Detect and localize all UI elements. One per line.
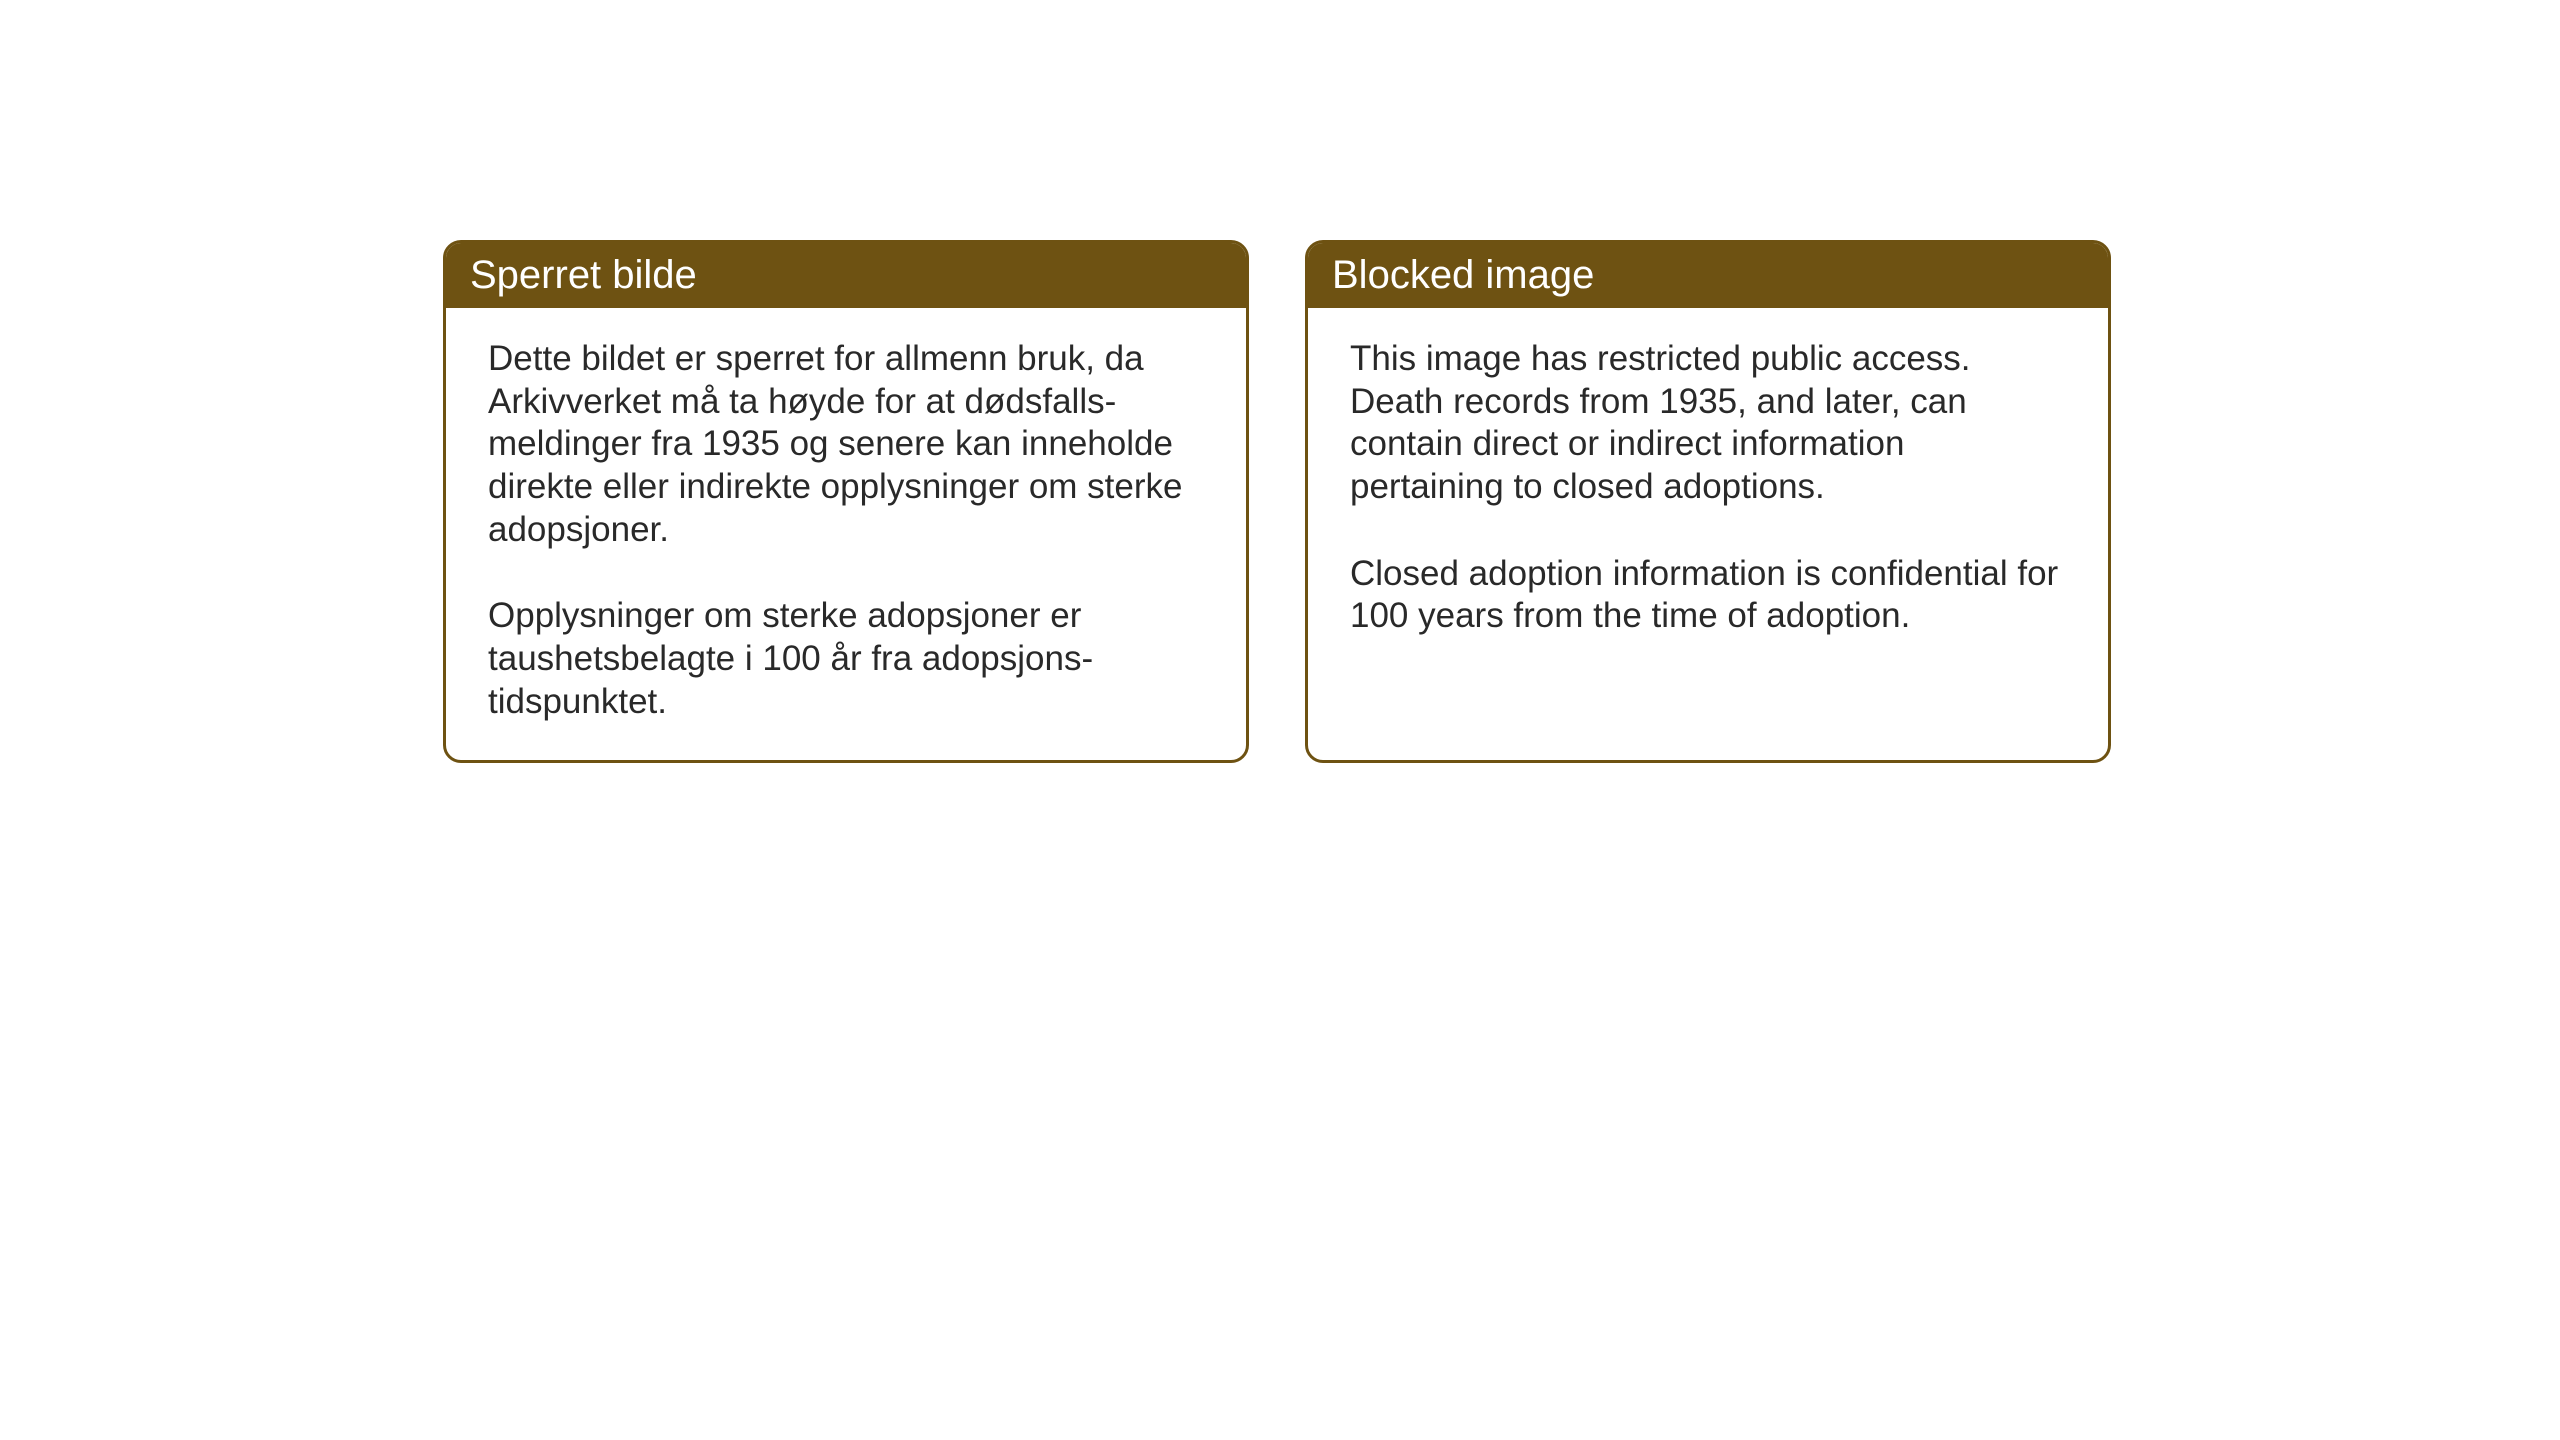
notice-paragraph: Opplysninger om sterke adopsjoner er tau… [488, 595, 1204, 723]
notice-body-english: This image has restricted public access.… [1308, 308, 2108, 728]
notice-header-english: Blocked image [1308, 243, 2108, 308]
notice-card-norwegian: Sperret bilde Dette bildet er sperret fo… [443, 240, 1249, 763]
notice-paragraph: This image has restricted public access.… [1350, 338, 2066, 509]
notice-body-norwegian: Dette bildet er sperret for allmenn bruk… [446, 308, 1246, 760]
notice-header-norwegian: Sperret bilde [446, 243, 1246, 308]
notice-paragraph: Closed adoption information is confident… [1350, 553, 2066, 638]
notice-card-english: Blocked image This image has restricted … [1305, 240, 2111, 763]
notice-paragraph: Dette bildet er sperret for allmenn bruk… [488, 338, 1204, 551]
notice-container: Sperret bilde Dette bildet er sperret fo… [443, 240, 2111, 763]
